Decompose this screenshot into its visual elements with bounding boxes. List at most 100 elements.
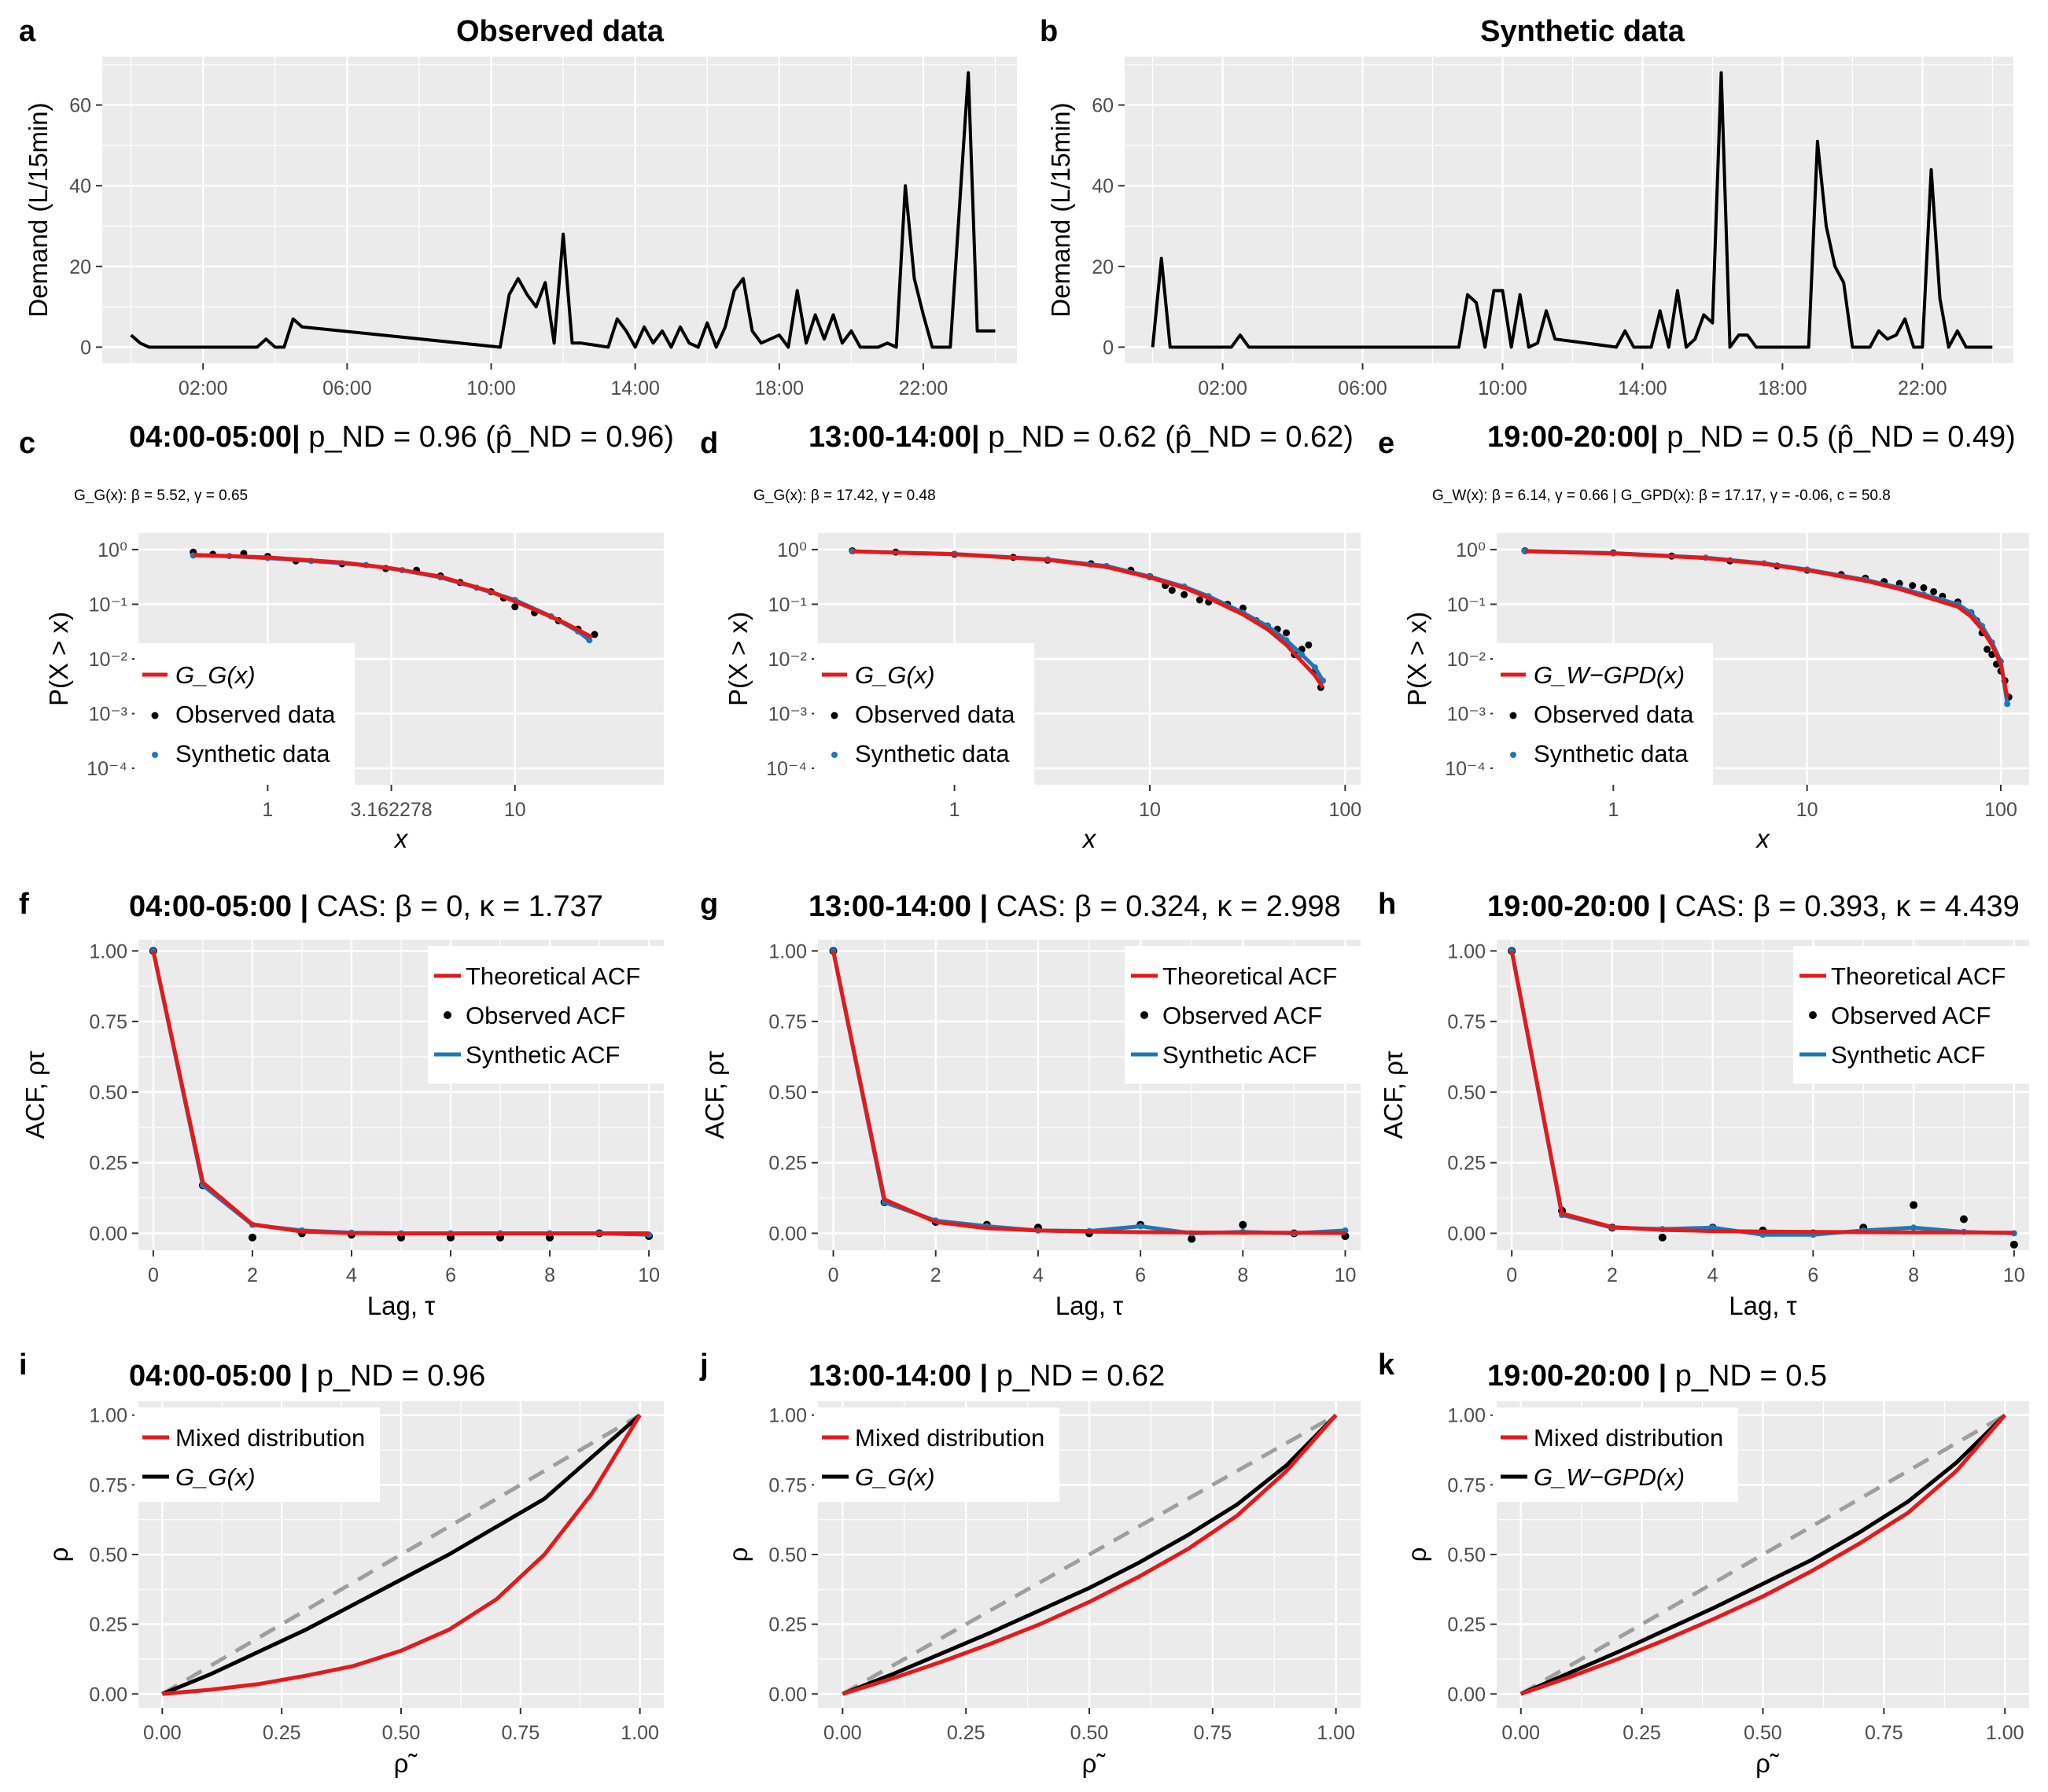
y-axis-label: P(X > x) (724, 612, 753, 706)
y-tick-label: 1.00 (768, 940, 807, 962)
title-bold-part: 13:00-14:00| (809, 421, 988, 454)
synthetic-acf-point (1910, 1224, 1917, 1231)
fitted-curve (852, 549, 1325, 689)
demand-series-line (130, 71, 996, 349)
x-tick-label: 0.50 (382, 1722, 421, 1744)
panel-b: b Synthetic data 02:00 06:00 10:00 14:00 18:00… (1040, 15, 2013, 399)
title-bold-part: 13:00-14:00 | (809, 1360, 996, 1393)
legend-box (134, 643, 355, 785)
marginal-curve (842, 1413, 1338, 1696)
panel-title: 19:00-20:00| p_ND = 0.5 (p̂_ND = 0.49) (1487, 421, 2016, 454)
panel-title: 04:00-05:00 | p_ND = 0.96 (129, 1360, 485, 1393)
x-tick-label: 4 (1033, 1264, 1044, 1286)
y-axis-label: Demand (L/15min) (1046, 102, 1075, 317)
title-rest-part: CAS: β = 0.393, κ = 4.439 (1675, 890, 2020, 923)
legend-label: G_W−GPD(x) (1534, 1463, 1685, 1491)
title-rest-part: p_ND = 0.62 (996, 1360, 1165, 1393)
legend-label: Observed data (175, 701, 336, 728)
y-tick-label: 0.00 (89, 1683, 127, 1706)
panel-d: d 13:00-14:00| p_ND = 0.62 (p̂_ND = 0.62)… (700, 421, 1361, 853)
y-tick-label: 1.00 (89, 940, 127, 962)
x-tick-label: 1.00 (1317, 1722, 1355, 1744)
y-tick-label: 0.00 (1447, 1223, 1486, 1245)
legend-label: Synthetic ACF (1831, 1041, 1985, 1069)
y-tick-label: 0 (80, 337, 91, 359)
gridlines (138, 940, 664, 1250)
legend-box (1125, 946, 1361, 1084)
identity-diagonal (161, 1413, 641, 1696)
demand-series-line (1151, 71, 1993, 349)
x-axis-label: Lag, τ (367, 1291, 435, 1320)
panel-c: c 04:00-05:00| p_ND = 0.96 (p̂_ND = 0.96)… (19, 421, 674, 853)
panel-subtitle: G_G(x): β = 5.52, γ = 0.65 (74, 488, 248, 504)
identity-diagonal (842, 1413, 1337, 1696)
fitted-curve (193, 553, 593, 639)
x-tick-label: 10 (504, 799, 526, 821)
legend-black-key (831, 712, 838, 719)
legend-black-key (151, 712, 159, 719)
y-tick-label: 10⁻² (89, 649, 127, 671)
y-tick-label: 0.00 (768, 1683, 807, 1706)
panel-title: 19:00-20:00 | CAS: β = 0.393, κ = 4.439 (1487, 890, 2020, 923)
legend-label: Theoretical ACF (466, 962, 640, 990)
axis-ticks (1118, 104, 1924, 370)
x-axis-label: ρ̃ (1082, 1749, 1107, 1778)
legend-label: Observed data (855, 701, 1015, 728)
x-tick-label: 0.25 (263, 1722, 301, 1744)
x-tick-label: 22:00 (1898, 377, 1947, 399)
y-tick-label: 10⁻² (768, 649, 807, 671)
legend-label: Synthetic data (175, 740, 330, 767)
panel-title: 13:00-14:00 | p_ND = 0.62 (809, 1360, 1165, 1393)
y-tick-label: 10⁻³ (768, 704, 807, 726)
axis-ticks (812, 950, 1346, 1257)
title-bold-part: 13:00-14:00 | (809, 890, 996, 923)
x-tick-label: 18:00 (755, 377, 805, 399)
gridlines (1125, 57, 2013, 363)
x-tick-label: 10 (1139, 799, 1161, 821)
observed-point (1305, 641, 1313, 649)
x-tick-label: 8 (1237, 1264, 1248, 1286)
observed-acf-point (1910, 1201, 1918, 1209)
panel-title: 04:00-05:00 | CAS: β = 0, κ = 1.737 (129, 890, 603, 923)
legend-black-key (444, 1011, 451, 1019)
x-axis-label: x (1081, 824, 1097, 853)
y-tick-label: 0.25 (768, 1614, 807, 1636)
panel-letter: c (19, 427, 35, 460)
x-tick-label: 1 (1608, 799, 1619, 821)
panel-subtitle: G_G(x): β = 17.42, γ = 0.48 (753, 488, 936, 504)
title-bold-part: 04:00-05:00| (129, 421, 308, 454)
panel-letter: e (1378, 427, 1394, 460)
observed-point (1195, 596, 1203, 604)
y-tick-label: 0.00 (89, 1223, 127, 1245)
panel-title: 19:00-20:00 | p_ND = 0.5 (1487, 1360, 1827, 1393)
y-axis-label: ρ (1402, 1547, 1431, 1562)
synthetic-point (2004, 701, 2011, 708)
y-tick-label: 40 (1092, 175, 1114, 197)
legend-label: Theoretical ACF (1831, 962, 2006, 990)
legend-label: Observed ACF (466, 1002, 625, 1029)
y-tick-label: 20 (1092, 256, 1114, 278)
x-tick-label: 0 (828, 1264, 839, 1286)
panel-a: a Observed data 02:00 06:00 10:00 14:00 18:00 2… (19, 15, 1017, 399)
legend-box (1493, 643, 1713, 785)
x-axis-label: Lag, τ (1729, 1291, 1796, 1320)
y-tick-label: 0.75 (89, 1011, 127, 1033)
y-tick-label: 10⁻⁴ (87, 758, 127, 780)
x-tick-label: 02:00 (179, 377, 228, 399)
title-rest-part: p_ND = 0.62 (p̂_ND = 0.62) (988, 421, 1354, 454)
x-tick-label: 4 (346, 1264, 357, 1286)
theoretical-acf-line (1509, 950, 2014, 1235)
panel-i: i 04:00-05:00 | p_ND = 0.96 0.00 0.25 0.50 0.… (19, 1349, 664, 1778)
x-tick-label: 3.162278 (350, 799, 432, 821)
panel-title: 04:00-05:00| p_ND = 0.96 (p̂_ND = 0.96) (129, 421, 674, 454)
x-tick-label: 0.50 (1744, 1722, 1782, 1744)
y-tick-label: 1.00 (768, 1405, 807, 1427)
panel-h: h 19:00-20:00 | CAS: β = 0.393, κ = 4.439… (1378, 888, 2029, 1320)
title-bold-part: 19:00-20:00 | (1487, 890, 1675, 923)
x-tick-label: 0.25 (947, 1722, 985, 1744)
observed-point (1930, 587, 1938, 595)
y-tick-label: 0.00 (1447, 1683, 1486, 1706)
legend-box (1793, 946, 2029, 1084)
y-tick-label: 0.75 (768, 1474, 807, 1496)
axis-ticks (132, 950, 650, 1257)
